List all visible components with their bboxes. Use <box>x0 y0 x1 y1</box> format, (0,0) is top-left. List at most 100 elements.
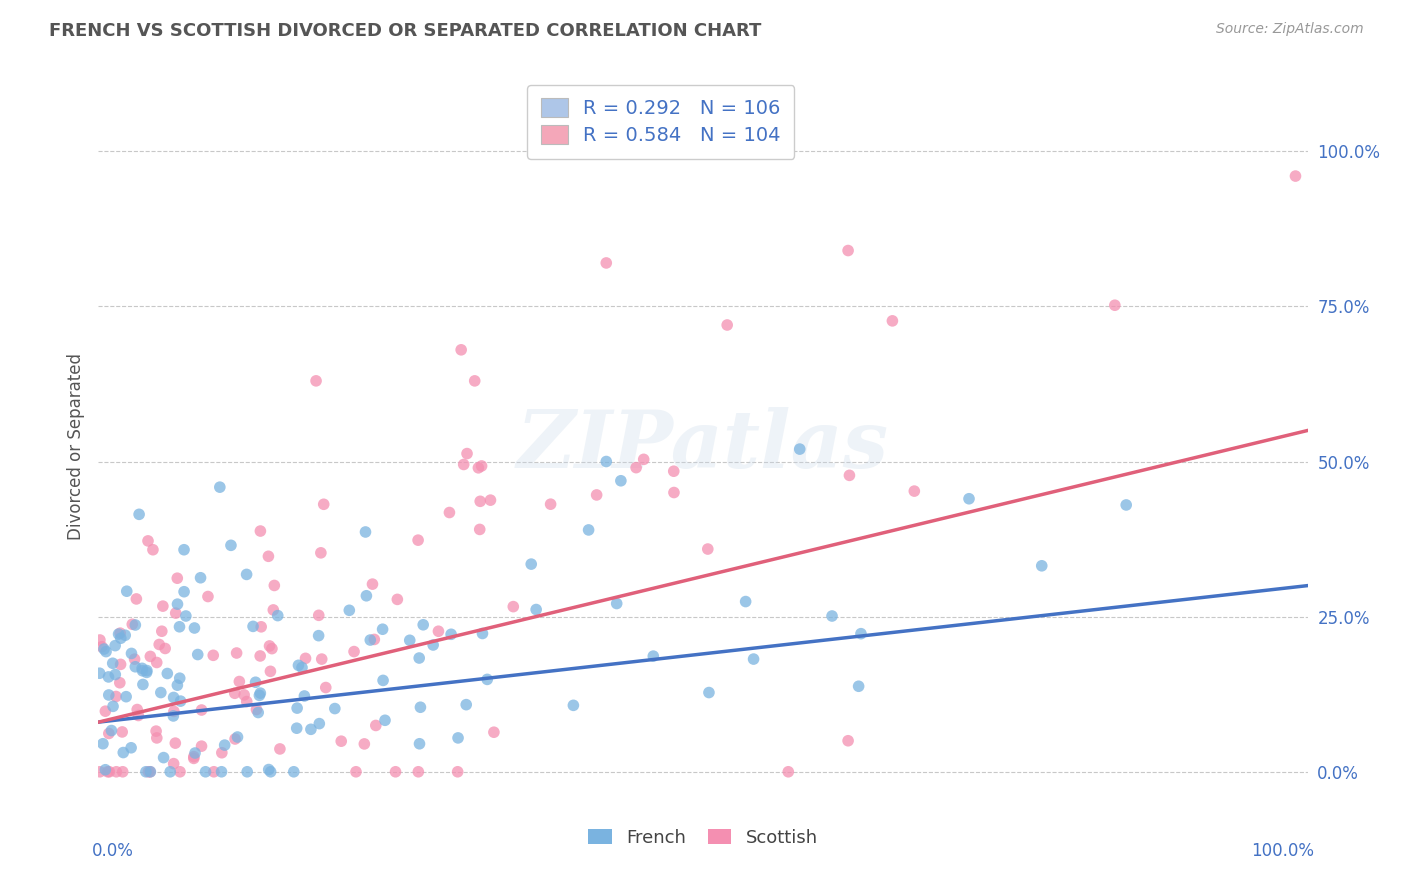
Text: Source: ZipAtlas.com: Source: ZipAtlas.com <box>1216 22 1364 37</box>
Point <box>135 664 157 678</box>
Point <box>259 639 281 653</box>
Point <box>127 702 149 716</box>
Point <box>585 488 607 502</box>
Point <box>128 508 150 522</box>
Point <box>245 675 267 690</box>
Point <box>450 343 472 357</box>
Point <box>114 628 136 642</box>
Point <box>249 689 271 703</box>
Point <box>104 639 127 653</box>
Point <box>287 658 309 673</box>
Point <box>422 638 444 652</box>
Point <box>149 685 172 699</box>
Point <box>89 632 111 647</box>
Point <box>408 764 430 779</box>
Point <box>150 624 173 639</box>
Point <box>477 673 499 687</box>
Point <box>111 725 134 739</box>
Point <box>283 764 305 779</box>
Point <box>97 688 120 702</box>
Point <box>371 622 394 636</box>
Point <box>260 641 283 656</box>
Point <box>138 764 160 779</box>
Point <box>97 726 120 740</box>
Point <box>308 629 330 643</box>
Point <box>153 641 176 656</box>
Point <box>142 542 165 557</box>
Point <box>312 497 335 511</box>
Point <box>124 618 146 632</box>
Point <box>262 603 284 617</box>
Point <box>439 506 461 520</box>
Point <box>848 679 870 693</box>
Point <box>131 664 153 678</box>
Point <box>104 667 127 681</box>
Point <box>471 626 494 640</box>
Point <box>838 468 860 483</box>
Point <box>520 557 543 571</box>
Point <box>821 609 844 624</box>
Point <box>197 590 219 604</box>
Point <box>356 589 378 603</box>
Point <box>236 764 259 779</box>
Point <box>716 318 738 332</box>
Point <box>183 751 205 765</box>
Point <box>152 750 174 764</box>
Point <box>285 701 308 715</box>
Point <box>267 608 290 623</box>
Point <box>124 652 146 666</box>
Point <box>202 648 225 663</box>
Point <box>183 621 205 635</box>
Point <box>257 763 280 777</box>
Text: 100.0%: 100.0% <box>1250 842 1313 860</box>
Point <box>294 651 316 665</box>
Point <box>837 733 859 747</box>
Point <box>93 642 115 657</box>
Point <box>101 657 124 671</box>
Point <box>464 374 486 388</box>
Point <box>624 460 647 475</box>
Point <box>146 731 169 745</box>
Text: FRENCH VS SCOTTISH DIVORCED OR SEPARATED CORRELATION CHART: FRENCH VS SCOTTISH DIVORCED OR SEPARATED… <box>49 22 762 40</box>
Point <box>173 584 195 599</box>
Point <box>595 454 617 468</box>
Point <box>105 764 128 779</box>
Point <box>166 597 188 611</box>
Point <box>115 690 138 704</box>
Point <box>363 632 385 647</box>
Point <box>224 686 246 700</box>
Point <box>233 688 256 702</box>
Point <box>359 633 381 648</box>
Point <box>408 737 430 751</box>
Point <box>406 533 429 548</box>
Point <box>159 764 181 779</box>
Point <box>1104 298 1126 312</box>
Point <box>524 602 547 616</box>
Point <box>311 652 333 666</box>
Point <box>662 464 685 478</box>
Point <box>269 742 291 756</box>
Point <box>354 524 377 539</box>
Point <box>374 713 396 727</box>
Point <box>323 701 346 715</box>
Point <box>125 591 148 606</box>
Point <box>165 606 187 620</box>
Point <box>97 764 120 779</box>
Point <box>305 374 328 388</box>
Point <box>108 626 131 640</box>
Point <box>849 626 872 640</box>
Point <box>502 599 524 614</box>
Point <box>214 738 236 752</box>
Point <box>139 764 162 779</box>
Point <box>174 609 197 624</box>
Point <box>578 523 600 537</box>
Point <box>789 442 811 456</box>
Point <box>235 567 257 582</box>
Point <box>139 649 162 664</box>
Point <box>330 734 353 748</box>
Point <box>778 764 800 779</box>
Point <box>121 647 143 661</box>
Point <box>132 677 155 691</box>
Point <box>163 756 186 771</box>
Point <box>145 656 167 670</box>
